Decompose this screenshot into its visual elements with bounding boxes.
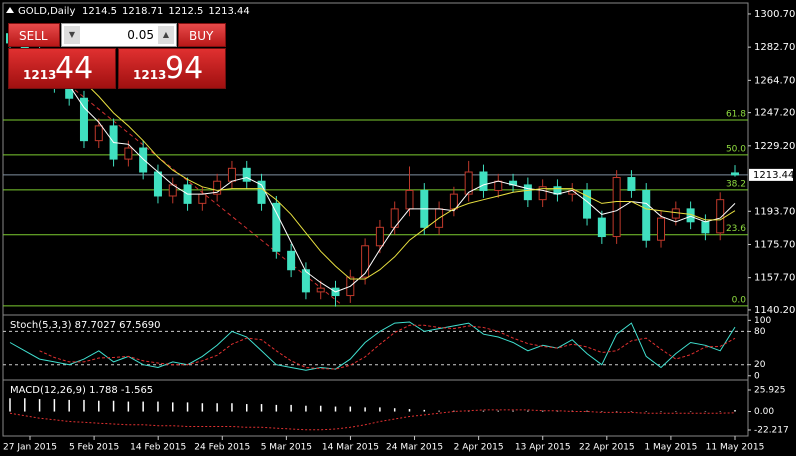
frame [2, 2, 749, 437]
price-box-label: 1213.44 [753, 170, 794, 181]
candle-body [316, 287, 325, 293]
moving-average [39, 55, 736, 293]
candle-body [153, 171, 162, 197]
symbol-icon [6, 7, 14, 13]
x-tick-label: 24 Feb 2015 [194, 443, 250, 453]
lot-down[interactable]: ▼ [64, 26, 80, 44]
candle-body [627, 177, 636, 191]
y-tick-label: 20 [754, 360, 766, 370]
candle-body [494, 180, 503, 191]
fibo-label: 38.2 [726, 179, 746, 189]
fibo-label: 23.6 [726, 224, 746, 234]
candle-body [361, 245, 370, 278]
macd-label: MACD(12,26,9) 1.788 -1.565 [10, 385, 153, 396]
x-tick-label: 5 Mar 2015 [261, 443, 312, 453]
y-tick-label: 0 [754, 371, 760, 381]
x-tick-label: 1 May 2015 [644, 443, 697, 453]
stoch-signal [39, 324, 736, 370]
y-tick-label: 1157.70 [754, 273, 795, 284]
candle-body [242, 167, 251, 182]
ohlc-value: 1214.5 [82, 6, 117, 17]
ohlc-value: 1213.44 [208, 6, 249, 17]
fibo-label: 50.0 [726, 144, 746, 154]
y-tick-label: 1300.70 [754, 9, 795, 20]
x-tick-label: 2 Apr 2015 [454, 443, 504, 453]
candle-body [272, 202, 281, 252]
moving-average [83, 81, 736, 280]
candle-body [301, 269, 310, 293]
candle-body [124, 147, 133, 160]
ohlc-header: 1214.5 1218.71 1212.5 1213.44 [82, 6, 250, 17]
y-tick-label: 1264.70 [754, 75, 795, 86]
buy-price[interactable]: 1213 94 [118, 48, 226, 89]
y-tick-label: 80 [754, 327, 766, 337]
stoch-main [9, 321, 736, 371]
candle-body [538, 186, 547, 201]
lot-field[interactable]: ▼ 0.05 ▲ [61, 23, 177, 47]
y-tick-label: 1247.20 [754, 108, 795, 119]
candle-body [479, 171, 488, 191]
price-box [749, 168, 793, 181]
y-tick-label: 1175.70 [754, 239, 795, 250]
candle-body [198, 193, 207, 204]
candle-body [94, 125, 103, 142]
candle-body [405, 189, 414, 210]
y-tick-label: 1282.70 [754, 42, 795, 53]
y-tick-label: 25.925 [754, 385, 786, 395]
candle-body [375, 226, 384, 247]
candle-body [657, 217, 666, 241]
candle-body [597, 217, 606, 238]
candle-body [716, 199, 725, 234]
candle-body [612, 177, 621, 238]
sell-price-main: 44 [55, 51, 94, 86]
ohlc-value: 1212.5 [168, 6, 203, 17]
fibo-label: 0.0 [732, 295, 747, 305]
x-tick-label: 27 Jan 2015 [3, 443, 57, 453]
y-tick-label: 0.00 [754, 407, 774, 417]
y-tick-label: 1229.20 [754, 141, 795, 152]
x-tick-label: 13 Apr 2015 [515, 443, 571, 453]
chart-title: GOLD,Daily [18, 6, 75, 17]
candle-body [464, 171, 473, 195]
candle-body [79, 97, 88, 142]
x-tick-label: 5 Feb 2015 [69, 443, 119, 453]
sell-price[interactable]: 1213 44 [8, 48, 116, 89]
one-click-trading: SELL ▼ 0.05 ▲ BUY 1213 44 1213 94 [8, 23, 226, 89]
candle-body [213, 180, 222, 195]
sell-button[interactable]: SELL [8, 23, 60, 47]
lot-value: 0.05 [127, 28, 154, 42]
candle-body [523, 184, 532, 201]
sell-price-prefix: 1213 [23, 68, 57, 82]
fibo-label: 61.8 [726, 109, 746, 119]
macd-signal [9, 409, 736, 431]
y-tick-label: -22.217 [754, 426, 789, 436]
candle-body [139, 147, 148, 173]
trend-line [74, 89, 343, 306]
buy-button[interactable]: BUY [178, 23, 226, 47]
x-tick-label: 22 Apr 2015 [579, 443, 635, 453]
x-tick-label: 14 Mar 2015 [322, 443, 379, 453]
candle-body [449, 193, 458, 210]
candle-body [671, 208, 680, 219]
candle-body [227, 167, 236, 182]
y-tick-label: 100 [754, 316, 771, 326]
lot-up[interactable]: ▲ [158, 26, 174, 44]
ohlc-value: 1218.71 [122, 6, 163, 17]
candle-body [642, 189, 651, 241]
y-tick-label: 1140.20 [754, 305, 795, 316]
x-tick-label: 14 Feb 2015 [130, 443, 186, 453]
candle-body [701, 221, 710, 234]
candle-body [287, 250, 296, 271]
x-tick-label: 11 May 2015 [706, 443, 765, 453]
buy-price-prefix: 1213 [133, 68, 167, 82]
y-tick-label: 1193.70 [754, 206, 795, 217]
stoch-label: Stoch(5,3,3) 87.7027 67.5690 [10, 320, 161, 331]
candle-body [731, 172, 739, 176]
buy-price-main: 94 [165, 51, 204, 86]
x-tick-label: 24 Mar 2015 [386, 443, 443, 453]
